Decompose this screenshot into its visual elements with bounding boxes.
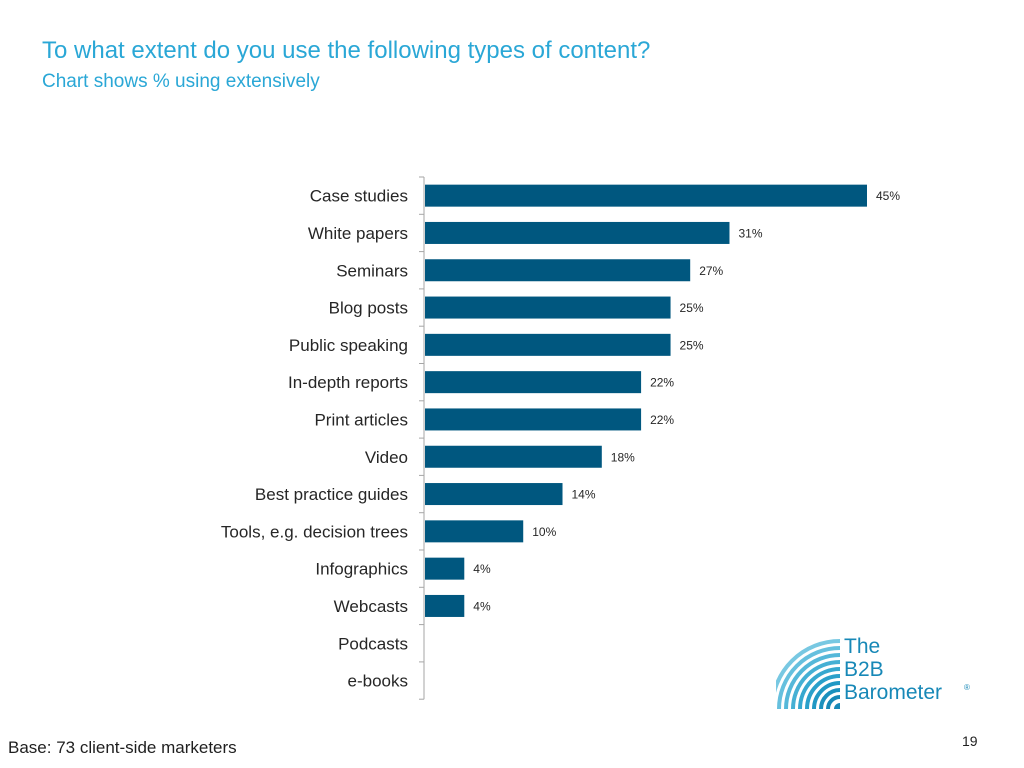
category-label: Podcasts xyxy=(338,634,408,653)
category-label: White papers xyxy=(308,224,408,243)
category-label: Case studies xyxy=(310,187,408,206)
value-labels: 45% 31% 27% 25% 25% 22% 22% 18% 14% 10% 4% 4% xyxy=(473,189,900,613)
bar xyxy=(425,408,642,431)
bar xyxy=(425,594,465,617)
category-label: Webcasts xyxy=(334,597,408,616)
value-label: 4% xyxy=(473,599,491,613)
bar xyxy=(425,520,524,543)
bar xyxy=(425,333,671,356)
footer-base-note: Base: 73 client-side marketers xyxy=(8,738,237,757)
value-label: 27% xyxy=(699,264,723,278)
value-label: 25% xyxy=(680,301,704,315)
value-label: 18% xyxy=(611,450,635,464)
bar xyxy=(425,371,642,394)
category-label: Public speaking xyxy=(289,336,408,355)
slide-subtitle: Chart shows % using extensively xyxy=(42,71,320,92)
category-labels: Case studies White papers Seminars Blog pos… xyxy=(221,187,408,691)
category-label: Blog posts xyxy=(329,299,408,318)
value-label: 10% xyxy=(532,525,556,539)
bar xyxy=(425,483,563,506)
category-label: e-books xyxy=(348,672,408,691)
category-label: Print articles xyxy=(314,410,408,429)
logo-text-barometer: Barometer xyxy=(844,681,943,704)
value-label: 31% xyxy=(738,226,762,240)
slide-title: To what extent do you use the following … xyxy=(42,37,651,64)
barometer-rings-icon xyxy=(776,639,840,709)
chart-bars xyxy=(425,184,867,617)
page-number: 19 xyxy=(962,733,978,749)
bar xyxy=(425,221,730,244)
value-label: 4% xyxy=(473,562,491,576)
value-label: 25% xyxy=(680,338,704,352)
category-label: Seminars xyxy=(336,261,408,280)
value-label: 22% xyxy=(650,413,674,427)
value-label: 14% xyxy=(572,488,596,502)
category-label: Best practice guides xyxy=(255,485,408,504)
category-label: In-depth reports xyxy=(288,373,408,392)
chart-axis xyxy=(419,176,425,700)
b2b-barometer-logo: The B2B Barometer ® xyxy=(776,628,986,712)
logo-text-the: The xyxy=(844,635,881,658)
category-label: Tools, e.g. decision trees xyxy=(221,522,408,541)
category-label: Infographics xyxy=(315,560,408,579)
bar xyxy=(425,557,465,580)
category-label: Video xyxy=(365,448,408,467)
bar xyxy=(425,296,671,319)
registered-mark: ® xyxy=(964,683,970,692)
value-label: 22% xyxy=(650,376,674,390)
bar xyxy=(425,445,602,468)
bar xyxy=(425,259,691,282)
logo-text-b2b: B2B xyxy=(844,658,884,681)
value-label: 45% xyxy=(876,189,900,203)
bar xyxy=(425,184,867,207)
